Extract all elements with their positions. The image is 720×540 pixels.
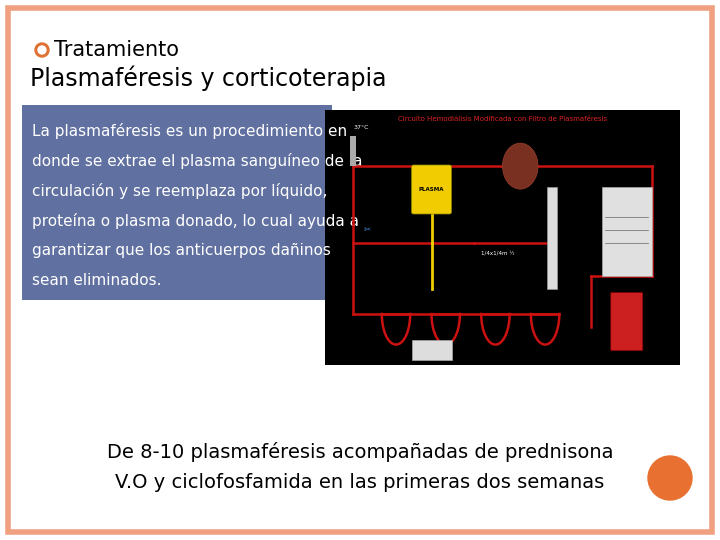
Text: circulación y se reemplaza por líquido,: circulación y se reemplaza por líquido, <box>32 183 328 199</box>
Bar <box>547 186 557 288</box>
FancyBboxPatch shape <box>22 105 332 300</box>
Bar <box>351 136 356 166</box>
Text: donde se extrae el plasma sanguíneo de la: donde se extrae el plasma sanguíneo de l… <box>32 153 362 169</box>
Text: Tratamiento: Tratamiento <box>54 40 179 60</box>
Text: De 8-10 plasmaféresis acompañadas de prednisona: De 8-10 plasmaféresis acompañadas de pre… <box>107 442 613 462</box>
FancyBboxPatch shape <box>611 293 643 350</box>
FancyBboxPatch shape <box>325 110 680 365</box>
Text: La plasmaféresis es un procedimiento en: La plasmaféresis es un procedimiento en <box>32 123 347 139</box>
Text: Circuito Hemodiálisis Modificada con Filtro de Plasmaféresis: Circuito Hemodiálisis Modificada con Fil… <box>398 116 607 122</box>
Circle shape <box>38 46 46 54</box>
Text: 37°C: 37°C <box>354 125 369 130</box>
Text: ✂: ✂ <box>364 225 371 234</box>
Text: 1/4x1/4m ½: 1/4x1/4m ½ <box>481 251 515 255</box>
Circle shape <box>648 456 692 500</box>
Text: V.O y ciclofosfamida en las primeras dos semanas: V.O y ciclofosfamida en las primeras dos… <box>115 472 605 491</box>
Ellipse shape <box>503 143 538 189</box>
Text: PLASMA: PLASMA <box>419 187 444 192</box>
Text: proteína o plasma donado, lo cual ayuda a: proteína o plasma donado, lo cual ayuda … <box>32 213 359 229</box>
Bar <box>412 340 451 360</box>
Text: Plasmaféresis y corticoterapia: Plasmaféresis y corticoterapia <box>30 65 387 91</box>
FancyBboxPatch shape <box>412 165 451 214</box>
Circle shape <box>35 43 49 57</box>
Text: garantizar que los anticuerpos dañinos: garantizar que los anticuerpos dañinos <box>32 243 331 258</box>
Bar <box>602 186 652 276</box>
Text: sean eliminados.: sean eliminados. <box>32 273 161 288</box>
